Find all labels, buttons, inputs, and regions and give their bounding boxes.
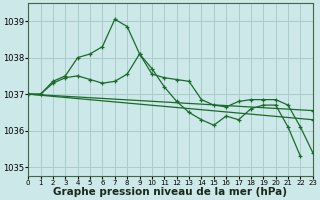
X-axis label: Graphe pression niveau de la mer (hPa): Graphe pression niveau de la mer (hPa)	[53, 187, 287, 197]
